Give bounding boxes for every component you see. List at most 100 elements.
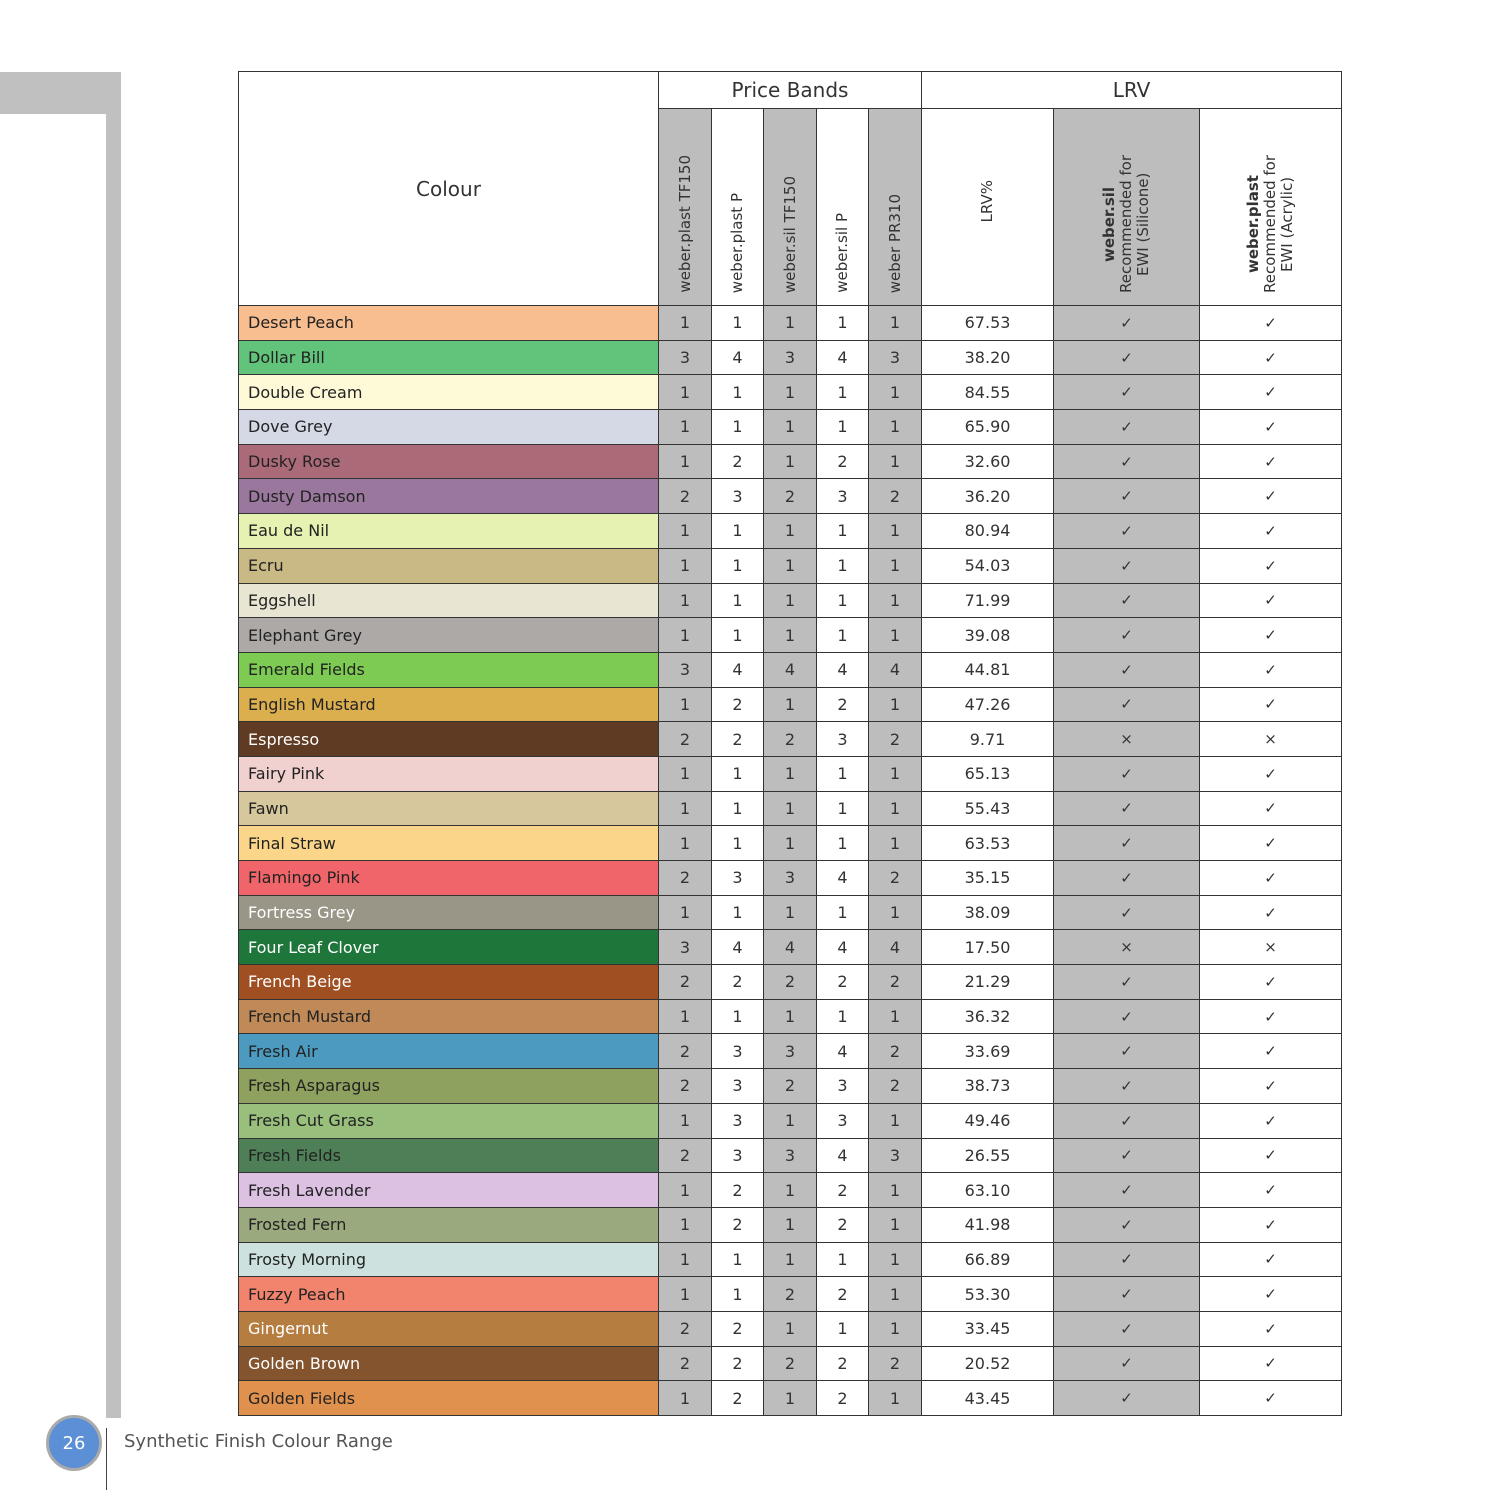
lrv-value: 80.94 — [921, 513, 1055, 549]
col-header-weber-sil-tf150: weber.sil TF150 — [763, 108, 817, 306]
sil-recommended-yes-icon: ✓ — [1053, 964, 1201, 1000]
table-row: Eggshell 1 1 1 1 1 71.99 ✓ ✓ — [238, 582, 1343, 619]
price-band-cell: 1 — [763, 409, 817, 445]
price-band-cell: 4 — [816, 929, 869, 966]
price-band-cell: 3 — [763, 1137, 817, 1174]
table-row: Dollar Bill 3 4 3 4 3 38.20 ✓ ✓ — [238, 339, 1343, 376]
price-band-cell: 3 — [658, 651, 712, 688]
price-band-cell: 1 — [658, 894, 712, 931]
table-row: Golden Brown 2 2 2 2 2 20.52 ✓ ✓ — [238, 1345, 1343, 1382]
lrv-value: 49.46 — [921, 1102, 1055, 1139]
sil-recommended-yes-icon: ✓ — [1053, 513, 1201, 549]
price-band-cell: 1 — [867, 825, 923, 861]
price-band-cell: 2 — [658, 1033, 712, 1070]
price-band-cell: 1 — [711, 305, 764, 341]
sil-recommended-yes-icon: ✓ — [1053, 1241, 1201, 1278]
sil-recommended-yes-icon: ✓ — [1053, 374, 1201, 411]
price-band-cell: 2 — [816, 1380, 869, 1416]
price-band-cell: 3 — [711, 1068, 764, 1104]
table-row: Fresh Fields 2 3 3 4 3 26.55 ✓ ✓ — [238, 1137, 1343, 1174]
colour-name: Golden Brown — [238, 1345, 659, 1382]
plast-recommended-yes-icon: ✓ — [1199, 1206, 1343, 1243]
price-band-cell: 2 — [711, 964, 764, 1000]
colour-name: French Mustard — [238, 998, 659, 1035]
lrv-header: LRV — [921, 71, 1343, 109]
table-row: Frosted Fern 1 2 1 2 1 41.98 ✓ ✓ — [238, 1206, 1343, 1243]
table-row: Dusty Damson 2 3 2 3 2 36.20 ✓ ✓ — [238, 478, 1343, 515]
price-band-cell: 1 — [711, 513, 764, 549]
plast-recommended-yes-icon: ✓ — [1199, 1137, 1343, 1174]
price-band-cell: 1 — [763, 1102, 817, 1139]
price-band-cell: 2 — [711, 443, 764, 480]
price-band-cell: 1 — [658, 1276, 712, 1312]
price-band-cell: 1 — [867, 1380, 923, 1416]
lrv-value: 38.73 — [921, 1068, 1055, 1104]
price-band-cell: 2 — [763, 1345, 817, 1382]
price-band-cell: 2 — [867, 1345, 923, 1382]
price-band-cell: 1 — [658, 374, 712, 411]
table-row: Fresh Cut Grass 1 3 1 3 1 49.46 ✓ ✓ — [238, 1102, 1343, 1139]
price-band-cell: 1 — [867, 374, 923, 411]
table-row: French Mustard 1 1 1 1 1 36.32 ✓ ✓ — [238, 998, 1343, 1035]
lrv-value: 38.20 — [921, 339, 1055, 376]
colour-name: Fresh Asparagus — [238, 1068, 659, 1104]
sil-recommended-yes-icon: ✓ — [1053, 651, 1201, 688]
col-header-weber-plast-ewi: weber.plast Recommended for EWI (Acrylic) — [1199, 108, 1343, 306]
price-band-cell: 1 — [658, 409, 712, 445]
colour-name: Flamingo Pink — [238, 860, 659, 896]
price-band-cell: 1 — [867, 513, 923, 549]
plast-recommended-no-icon: × — [1199, 929, 1343, 966]
colour-name: Eau de Nil — [238, 513, 659, 549]
price-band-cell: 1 — [763, 1241, 817, 1278]
table-row: Fuzzy Peach 1 1 2 2 1 53.30 ✓ ✓ — [238, 1276, 1343, 1312]
lrv-value: 47.26 — [921, 686, 1055, 723]
page-number-badge: 26 — [46, 1415, 102, 1471]
price-band-cell: 2 — [763, 1276, 817, 1312]
price-band-cell: 1 — [763, 1310, 817, 1347]
price-band-cell: 2 — [658, 721, 712, 757]
lrv-value: 17.50 — [921, 929, 1055, 966]
price-band-cell: 1 — [711, 998, 764, 1035]
price-band-cell: 1 — [763, 617, 817, 653]
table-row: Frosty Morning 1 1 1 1 1 66.89 ✓ ✓ — [238, 1241, 1343, 1278]
plast-recommended-yes-icon: ✓ — [1199, 825, 1343, 861]
price-band-cell: 3 — [658, 339, 712, 376]
sil-recommended-yes-icon: ✓ — [1053, 1172, 1201, 1208]
plast-recommended-yes-icon: ✓ — [1199, 443, 1343, 480]
lrv-value: 43.45 — [921, 1380, 1055, 1416]
colour-name: Frosty Morning — [238, 1241, 659, 1278]
lrv-value: 44.81 — [921, 651, 1055, 688]
price-band-cell: 2 — [711, 1345, 764, 1382]
sil-recommended-yes-icon: ✓ — [1053, 1276, 1201, 1312]
colour-name: Eggshell — [238, 582, 659, 619]
price-band-cell: 1 — [867, 790, 923, 827]
colour-name: Final Straw — [238, 825, 659, 861]
sil-recommended-yes-icon: ✓ — [1053, 1102, 1201, 1139]
table-row: Gingernut 2 2 1 1 1 33.45 ✓ ✓ — [238, 1310, 1343, 1347]
plast-recommended-yes-icon: ✓ — [1199, 1380, 1343, 1416]
price-band-cell: 1 — [816, 825, 869, 861]
plast-recommended-yes-icon: ✓ — [1199, 998, 1343, 1035]
price-band-cell: 1 — [658, 686, 712, 723]
plast-recommended-yes-icon: ✓ — [1199, 686, 1343, 723]
price-band-cell: 1 — [816, 513, 869, 549]
colour-name: English Mustard — [238, 686, 659, 723]
price-band-cell: 1 — [816, 790, 869, 827]
price-band-cell: 4 — [816, 1033, 869, 1070]
lrv-value: 71.99 — [921, 582, 1055, 619]
price-band-cell: 2 — [658, 1310, 712, 1347]
price-band-cell: 1 — [658, 1172, 712, 1208]
price-band-cell: 4 — [867, 651, 923, 688]
price-band-cell: 1 — [763, 513, 817, 549]
price-band-cell: 4 — [816, 860, 869, 896]
price-band-cell: 3 — [816, 721, 869, 757]
plast-recommended-yes-icon: ✓ — [1199, 1068, 1343, 1104]
lrv-value: 21.29 — [921, 964, 1055, 1000]
price-band-cell: 1 — [711, 1241, 764, 1278]
sil-recommended-yes-icon: ✓ — [1053, 998, 1201, 1035]
plast-recommended-yes-icon: ✓ — [1199, 1310, 1343, 1347]
table-row: Desert Peach 1 1 1 1 1 67.53 ✓ ✓ — [238, 305, 1343, 341]
price-band-cell: 1 — [867, 1102, 923, 1139]
lrv-value: 41.98 — [921, 1206, 1055, 1243]
price-band-cell: 1 — [816, 409, 869, 445]
